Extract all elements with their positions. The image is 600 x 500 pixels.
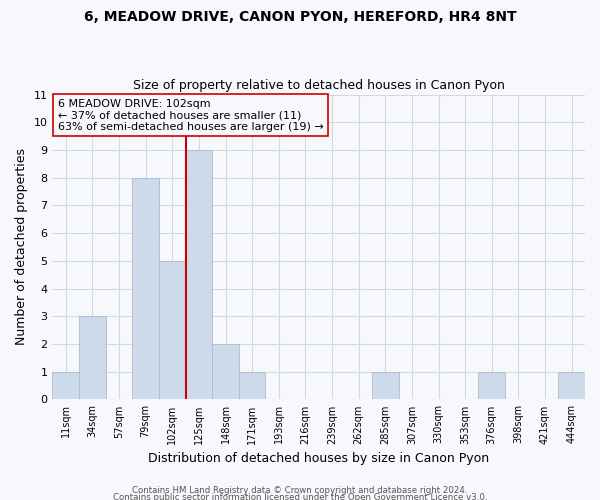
Bar [212,344,239,400]
Bar [52,372,79,400]
Bar [478,372,505,400]
Bar [159,261,185,400]
Text: 6 MEADOW DRIVE: 102sqm
← 37% of detached houses are smaller (11)
63% of semi-det: 6 MEADOW DRIVE: 102sqm ← 37% of detached… [58,98,323,132]
Bar [372,372,398,400]
Bar [239,372,265,400]
Text: Contains public sector information licensed under the Open Government Licence v3: Contains public sector information licen… [113,494,487,500]
X-axis label: Distribution of detached houses by size in Canon Pyon: Distribution of detached houses by size … [148,452,489,465]
Text: Contains HM Land Registry data © Crown copyright and database right 2024.: Contains HM Land Registry data © Crown c… [132,486,468,495]
Y-axis label: Number of detached properties: Number of detached properties [15,148,28,346]
Title: Size of property relative to detached houses in Canon Pyon: Size of property relative to detached ho… [133,79,505,92]
Bar [559,372,585,400]
Bar [79,316,106,400]
Bar [133,178,159,400]
Bar [185,150,212,400]
Text: 6, MEADOW DRIVE, CANON PYON, HEREFORD, HR4 8NT: 6, MEADOW DRIVE, CANON PYON, HEREFORD, H… [83,10,517,24]
